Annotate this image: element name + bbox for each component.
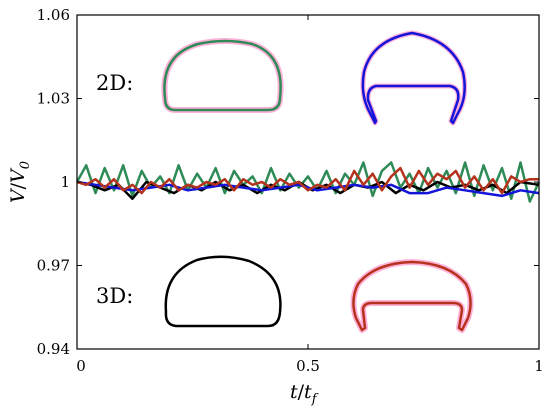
x-axis-label-main2: t: [304, 381, 312, 403]
tick-layer: 0 0.5 1 0.94 0.97 1 1.03 1.06: [37, 6, 544, 375]
panel-label-3d: 3D:: [96, 284, 133, 308]
y-tick-label: 0.97: [37, 257, 70, 275]
shape-2d-blue-icon: [360, 30, 468, 126]
y-tick-label: 1.06: [37, 6, 70, 24]
shape-3d-black-icon: [164, 255, 282, 328]
y-tick-label: 0.94: [37, 340, 70, 358]
shape-3d-red-icon: [350, 259, 474, 333]
y-tick-label: 1.03: [37, 90, 70, 108]
y-axis-label-slash: /: [7, 182, 29, 189]
series-line-3: [76, 166, 539, 195]
y-axis-label-main: V: [7, 187, 29, 203]
series-layer: [75, 161, 541, 203]
y-axis-label-sub: 0: [18, 161, 33, 169]
x-axis-label-main: t: [290, 381, 298, 403]
y-axis-label: V/V0: [7, 161, 33, 203]
y-axis-label-main2: V: [7, 167, 29, 183]
x-axis-label: t/tf: [290, 381, 319, 407]
x-axis-label-sub: f: [311, 392, 319, 407]
series-line-2: [76, 180, 540, 198]
x-tick-label: 0: [76, 357, 86, 375]
y-tick-label: 1: [60, 173, 70, 191]
x-axis-label-slash: /: [298, 381, 305, 403]
shape-2d-green-icon: [161, 38, 284, 113]
x-tick-label: 1: [534, 357, 544, 375]
x-tick-label: 0.5: [296, 357, 320, 375]
panel-label-2d: 2D:: [96, 71, 133, 95]
